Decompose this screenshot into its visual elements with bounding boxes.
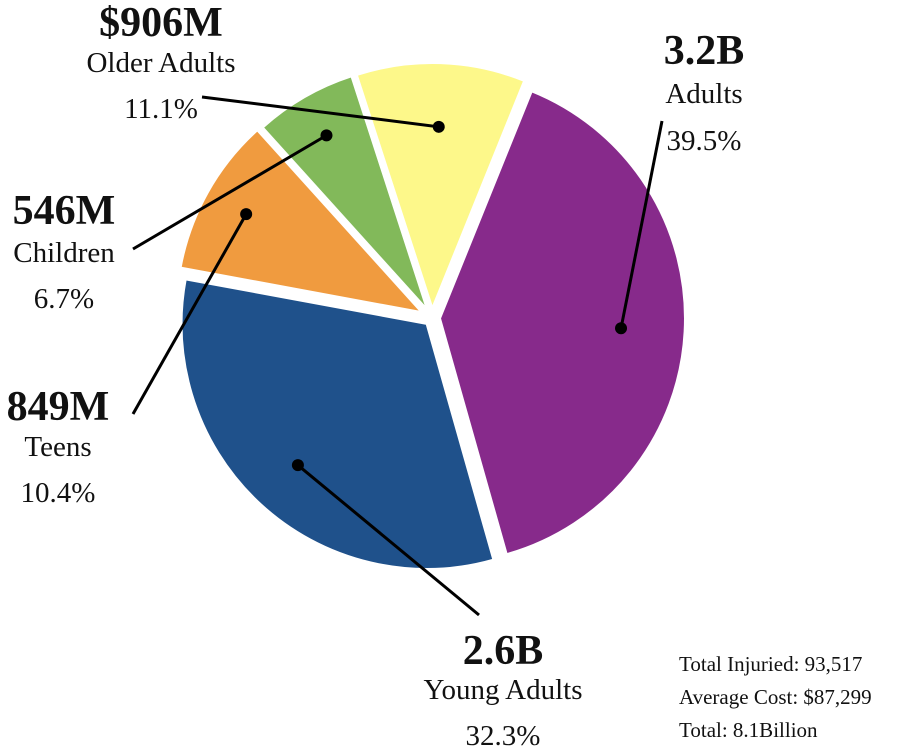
leader-dot-teens [240, 208, 253, 221]
value-label-children: 546M [13, 188, 116, 234]
percent-label-children: 6.7% [34, 283, 94, 315]
percent-label-adults: 39.5% [667, 125, 742, 157]
summary-total: Total: 8.1Billion [679, 718, 818, 742]
name-label-children: Children [13, 237, 115, 269]
leader-dot-young-adults [291, 459, 304, 472]
percent-label-older-adults: 11.1% [124, 93, 198, 125]
name-label-adults: Adults [665, 78, 742, 110]
value-label-older-adults: $906M [99, 0, 223, 46]
value-label-adults: 3.2B [664, 28, 745, 74]
percent-label-young-adults: 32.3% [466, 720, 541, 749]
pie-slices [179, 62, 686, 570]
leader-line-children [132, 134, 328, 251]
name-label-teens: Teens [24, 431, 91, 463]
value-label-teens: 849M [7, 384, 110, 430]
leader-dot-older-adults [432, 120, 445, 133]
leader-dot-adults [615, 322, 628, 335]
summary-average-cost: Average Cost: $87,299 [679, 685, 872, 709]
name-label-older-adults: Older Adults [86, 47, 235, 79]
leader-line-older-adults [201, 95, 439, 129]
leader-line-adults [619, 120, 664, 329]
pie-slice-adults [438, 89, 686, 556]
percent-label-teens: 10.4% [21, 477, 96, 509]
leader-line-teens [131, 213, 248, 415]
leader-line-young-adults [296, 464, 480, 617]
leader-dot-children [320, 129, 333, 142]
value-label-young-adults: 2.6B [463, 628, 544, 674]
summary-total-injured: Total Injuried: 93,517 [679, 652, 863, 676]
pie-slice-older-adults [355, 62, 526, 311]
summary-panel: Total Injuried: 93,517 Average Cost: $87… [679, 648, 915, 747]
pie-slice-young-adults [180, 278, 495, 570]
name-label-young-adults: Young Adults [423, 674, 582, 706]
pie-slice-teens [179, 128, 425, 314]
pie-slice-children [261, 75, 428, 311]
